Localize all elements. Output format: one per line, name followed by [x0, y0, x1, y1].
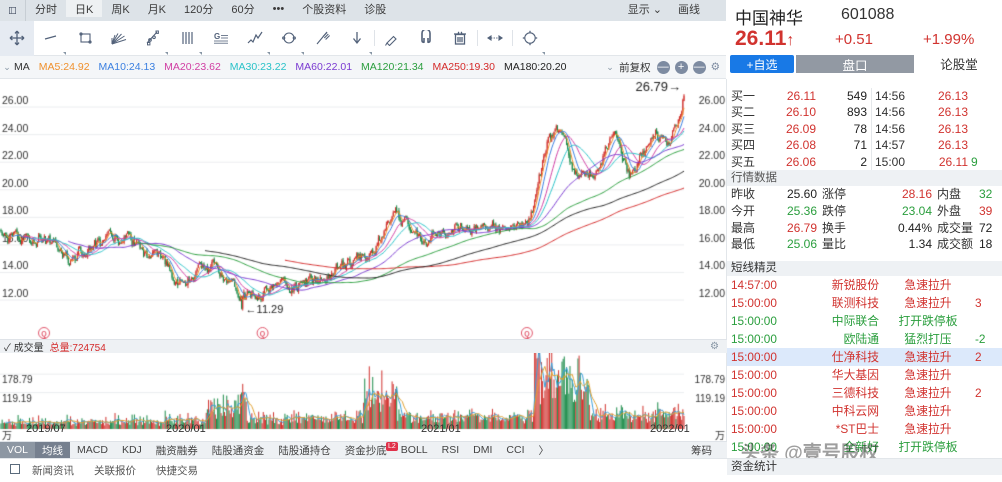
svg-text:G: G	[214, 32, 220, 41]
